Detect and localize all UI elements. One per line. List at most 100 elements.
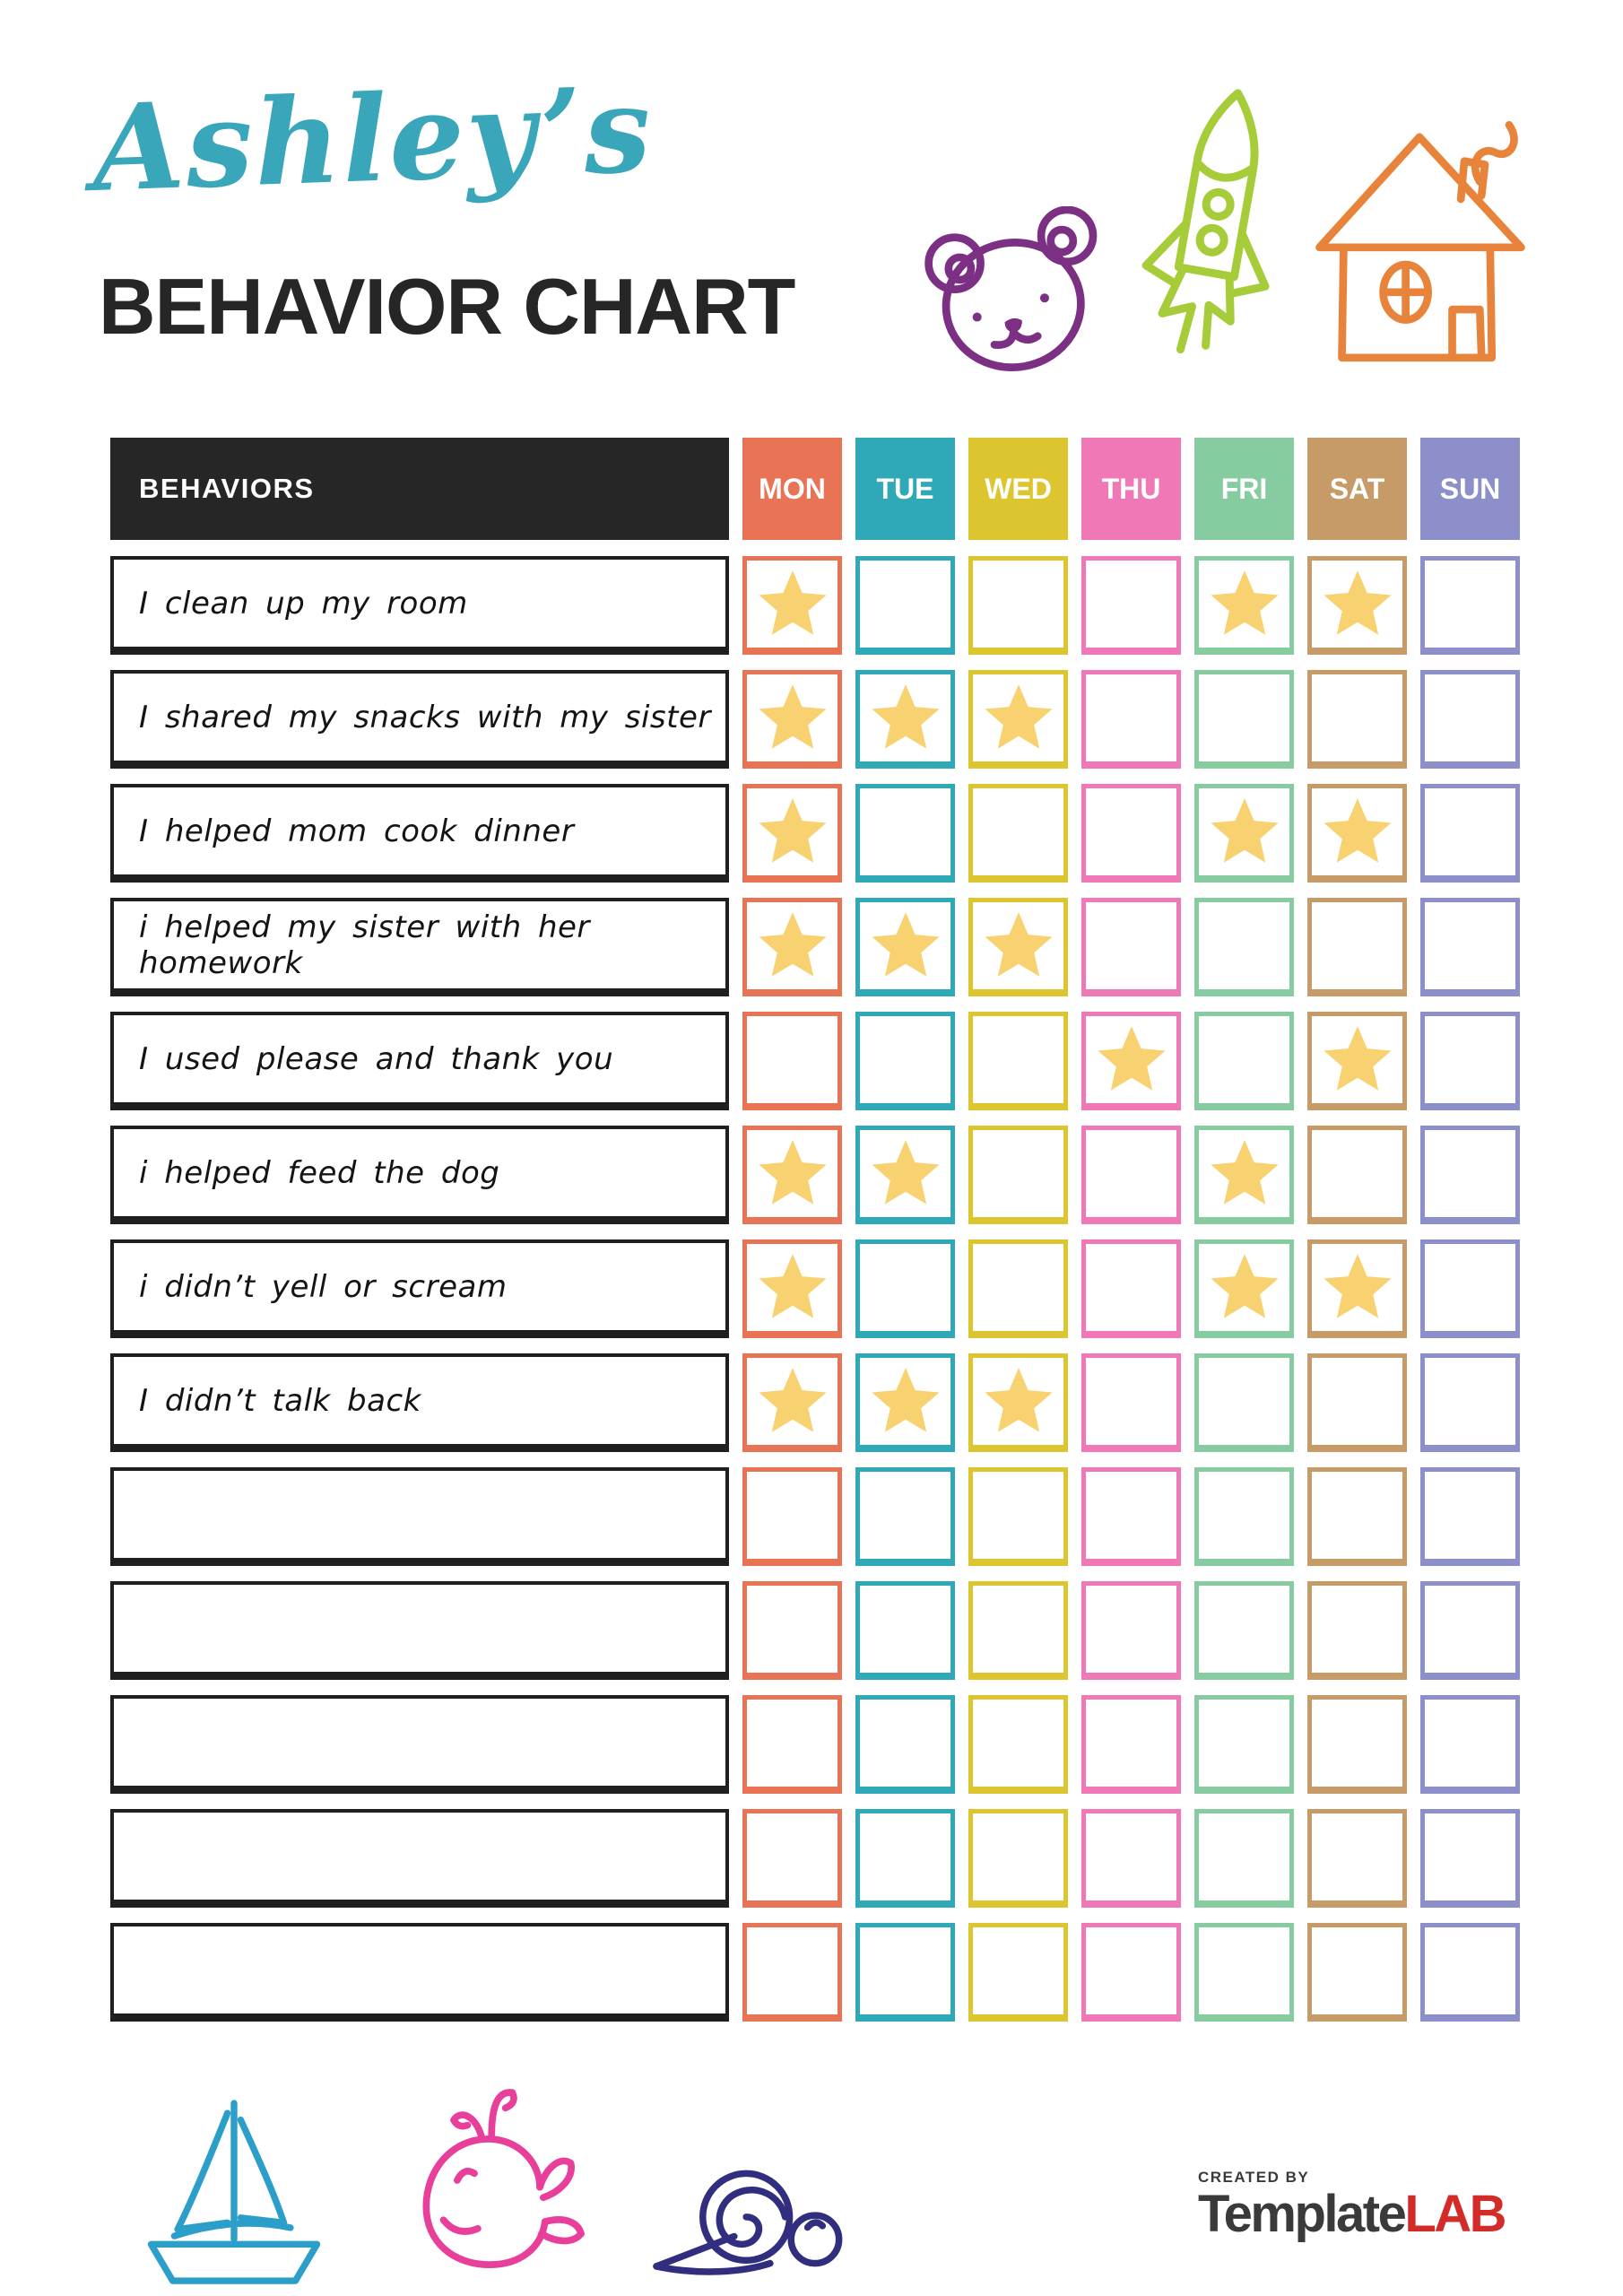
star-cell[interactable] (1307, 898, 1407, 996)
star-cell[interactable] (1420, 1467, 1520, 1566)
star-cell[interactable] (742, 1467, 842, 1566)
star-cell[interactable] (742, 1809, 842, 1908)
star-cell[interactable] (1194, 1012, 1294, 1110)
star-cell[interactable] (742, 1353, 842, 1452)
star-cell[interactable] (968, 784, 1068, 883)
star-cell[interactable] (1194, 1126, 1294, 1224)
star-cell[interactable] (1420, 898, 1520, 996)
star-cell[interactable] (1307, 1353, 1407, 1452)
star-cell[interactable] (1307, 784, 1407, 883)
star-cell[interactable] (1194, 670, 1294, 769)
star-cell[interactable] (1307, 1695, 1407, 1794)
star-cell[interactable] (1307, 1239, 1407, 1338)
star-cell[interactable] (1081, 1467, 1181, 1566)
star-cell[interactable] (1420, 1353, 1520, 1452)
star-cell[interactable] (1194, 1581, 1294, 1680)
star-cell[interactable] (742, 1923, 842, 2022)
star-cell[interactable] (1081, 898, 1181, 996)
star-cell[interactable] (1081, 1809, 1181, 1908)
star-cell[interactable] (855, 1239, 955, 1338)
star-cell[interactable] (1194, 1695, 1294, 1794)
star-cell[interactable] (855, 556, 955, 655)
star-cell[interactable] (1307, 1923, 1407, 2022)
star-cell[interactable] (1420, 1012, 1520, 1110)
star-cell[interactable] (855, 670, 955, 769)
behavior-label: I didn’t talk back (139, 1382, 421, 1419)
star-cell[interactable] (1307, 1467, 1407, 1566)
star-cell[interactable] (1307, 556, 1407, 655)
logo-brand: TemplateLAB (1198, 2188, 1507, 2240)
star-cell[interactable] (1081, 1239, 1181, 1338)
star-cell[interactable] (1307, 1126, 1407, 1224)
star-cell[interactable] (1081, 1126, 1181, 1224)
star-icon (1323, 797, 1392, 863)
star-cell[interactable] (1420, 1923, 1520, 2022)
star-cell[interactable] (855, 1581, 955, 1680)
star-cell[interactable] (742, 1012, 842, 1110)
behavior-label-box[interactable] (110, 1581, 729, 1680)
star-cell[interactable] (968, 1353, 1068, 1452)
star-cell[interactable] (1307, 1012, 1407, 1110)
star-cell[interactable] (968, 1923, 1068, 2022)
star-cell[interactable] (1081, 784, 1181, 883)
sailboat-icon (147, 2100, 321, 2284)
star-cell[interactable] (742, 670, 842, 769)
star-cell[interactable] (1081, 1695, 1181, 1794)
star-cell[interactable] (855, 784, 955, 883)
star-cell[interactable] (1194, 1467, 1294, 1566)
behavior-label-box[interactable] (110, 1467, 729, 1566)
star-cell[interactable] (1081, 1012, 1181, 1110)
star-cell[interactable] (1081, 1923, 1181, 2022)
star-cell[interactable] (968, 1239, 1068, 1338)
star-cell[interactable] (742, 1581, 842, 1680)
star-cell[interactable] (1194, 898, 1294, 996)
star-cell[interactable] (1307, 1581, 1407, 1680)
star-cell[interactable] (968, 1126, 1068, 1224)
star-cell[interactable] (742, 1126, 842, 1224)
behavior-label-box[interactable] (110, 1695, 729, 1794)
star-cell[interactable] (855, 898, 955, 996)
star-cell[interactable] (855, 1923, 955, 2022)
star-cell[interactable] (1081, 556, 1181, 655)
star-cell[interactable] (1081, 670, 1181, 769)
star-cell[interactable] (855, 1126, 955, 1224)
star-cell[interactable] (742, 784, 842, 883)
star-cell[interactable] (742, 1695, 842, 1794)
star-cell[interactable] (968, 898, 1068, 996)
star-cell[interactable] (968, 670, 1068, 769)
star-cell[interactable] (1420, 1695, 1520, 1794)
star-cell[interactable] (1420, 556, 1520, 655)
star-cell[interactable] (742, 1239, 842, 1338)
star-cell[interactable] (1420, 1126, 1520, 1224)
star-cell[interactable] (1194, 1809, 1294, 1908)
star-cell[interactable] (1307, 670, 1407, 769)
star-cell[interactable] (1420, 1239, 1520, 1338)
star-cell[interactable] (1081, 1581, 1181, 1680)
star-cell[interactable] (1194, 556, 1294, 655)
behavior-label-box[interactable] (110, 1923, 729, 2022)
star-cell[interactable] (742, 556, 842, 655)
star-cell[interactable] (742, 898, 842, 996)
star-cell[interactable] (968, 1012, 1068, 1110)
star-cell[interactable] (1307, 1809, 1407, 1908)
star-cell[interactable] (968, 1809, 1068, 1908)
star-cell[interactable] (1081, 1353, 1181, 1452)
star-cell[interactable] (968, 1581, 1068, 1680)
star-cell[interactable] (1194, 1239, 1294, 1338)
star-cell[interactable] (1194, 1353, 1294, 1452)
star-cell[interactable] (968, 1467, 1068, 1566)
star-cell[interactable] (1420, 1809, 1520, 1908)
star-cell[interactable] (1420, 1581, 1520, 1680)
star-cell[interactable] (855, 1467, 955, 1566)
star-cell[interactable] (855, 1809, 955, 1908)
star-cell[interactable] (1194, 784, 1294, 883)
behavior-label-box[interactable] (110, 1809, 729, 1908)
star-cell[interactable] (968, 1695, 1068, 1794)
star-cell[interactable] (1194, 1923, 1294, 2022)
star-cell[interactable] (968, 556, 1068, 655)
star-cell[interactable] (1420, 670, 1520, 769)
star-cell[interactable] (855, 1353, 955, 1452)
star-cell[interactable] (855, 1695, 955, 1794)
star-cell[interactable] (1420, 784, 1520, 883)
star-cell[interactable] (855, 1012, 955, 1110)
